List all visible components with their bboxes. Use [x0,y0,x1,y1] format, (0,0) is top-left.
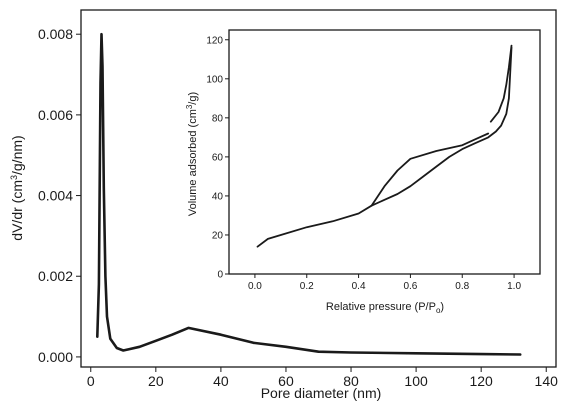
main-x-tick-label: 80 [343,373,359,389]
inset-x-tick-labels: 0.0 0.2 0.4 0.6 0.8 1.0 [248,281,522,292]
main-y-ticks [76,33,81,358]
main-x-tick-label: 120 [469,373,493,389]
main-x-tick-label: 100 [404,373,428,389]
main-x-axis-label: Pore diameter (nm) [261,385,382,401]
main-x-tick-label: 40 [213,373,229,389]
inset-y-ticks [225,39,229,275]
main-series-line [96,32,522,356]
inset-y-tick-label: 0 [217,270,223,281]
main-y-tick-label: 0.000 [38,349,73,365]
inset-series-adsorption [256,132,490,248]
main-x-tick-label: 0 [87,373,95,389]
inset-x-tick-label: 0.6 [403,281,417,292]
main-x-tick-label: 140 [535,373,559,389]
inset-background [229,30,540,274]
main-y-tick-labels: 0.000 0.002 0.004 0.006 0.008 [38,26,73,365]
inset-plot-frame [228,29,541,275]
main-plot-frame [80,9,557,368]
inset-y-tick-label: 80 [212,113,224,124]
inset-y-tick-label: 40 [212,191,224,202]
inset-series-desorption [370,46,513,207]
inset-x-tick-label: 0.0 [248,281,262,292]
main-x-tick-labels: 0 20 40 60 80 100 120 140 [87,373,558,389]
inset-x-tick-label: 0.8 [455,281,469,292]
inset-x-tick-label: 0.2 [300,281,314,292]
inset-x-ticks [254,274,515,278]
main-y-axis-label: dV/dr (cm3/g/nm) [9,135,25,240]
main-x-tick-label: 20 [148,373,164,389]
inset-y-tick-labels: 0 20 40 60 80 100 120 [206,35,223,280]
inset-y-axis-label: Volume adsorbed (cm3/g) [185,92,199,216]
inset-x-tick-label: 0.4 [352,281,366,292]
main-y-tick-label: 0.008 [38,26,73,42]
main-y-tick-label: 0.006 [38,107,73,123]
inset-chart: 0.0 0.2 0.4 0.6 0.8 1.0 0 20 40 60 80 100 120 Relat… [185,29,541,315]
inset-y-tick-label: 20 [212,230,224,241]
main-chart: 0 20 40 60 80 100 120 140 0.0000.0020.0040.0060… [9,9,558,401]
inset-x-axis-label: Relative pressure (P/Po) [326,301,444,315]
main-x-ticks [90,367,547,372]
main-x-tick-label: 60 [278,373,294,389]
inset-x-tick-label: 1.0 [507,281,521,292]
inset-y-tick-label: 100 [206,74,223,85]
main-y-tick-label: 0.002 [38,268,73,284]
inset-y-tick-label: 60 [212,152,224,163]
inset-series-upper-branch [489,44,513,123]
inset-y-tick-label: 120 [206,35,223,46]
main-y-tick-label: 0.004 [38,188,73,204]
